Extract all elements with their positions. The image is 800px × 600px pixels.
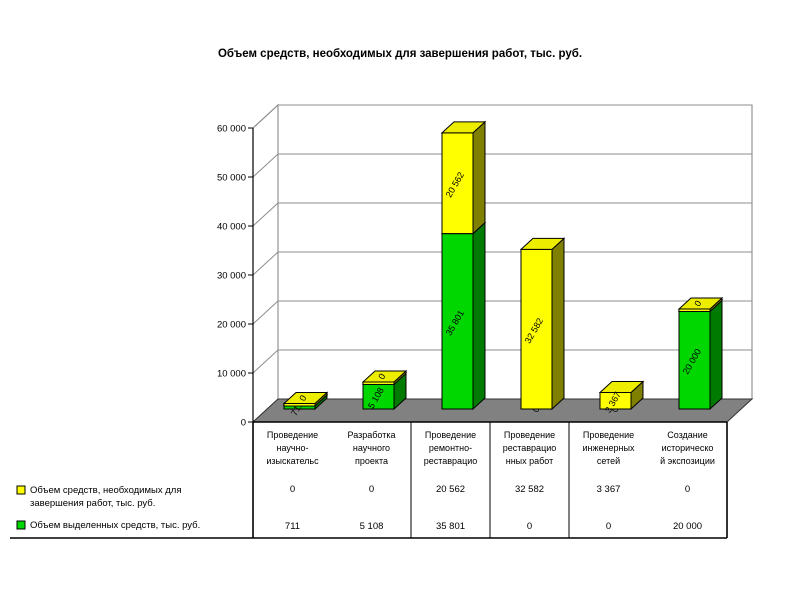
bar-segment-front — [520, 248, 553, 410]
table-cell-required: 32 582 — [515, 484, 544, 495]
chart-title: Объем средств, необходимых для завершени… — [217, 48, 583, 60]
table-cell-required: 3 367 — [597, 484, 621, 495]
bar-value-label: 0 — [297, 393, 308, 402]
bar-segment-top — [440, 121, 487, 134]
bar-segment-front — [678, 310, 711, 410]
legend-key-required-icon — [16, 485, 26, 495]
bar-cap-top — [361, 370, 408, 383]
legend-label-required-line1: Объем средств, необходимых для — [30, 485, 181, 496]
table-cell-allocated: 0 — [527, 521, 532, 532]
category-label: научно- — [276, 443, 308, 453]
category-label: й экспозиции — [660, 456, 715, 466]
bar-segment-top — [598, 381, 645, 394]
table-cell-allocated: 711 — [285, 521, 300, 532]
category-label: научного — [353, 443, 390, 453]
y-axis-tick-label: 0 — [241, 418, 246, 429]
category-label: Создание — [667, 430, 708, 440]
legend-label-required-line2: завершения работ, тыс. руб. — [30, 498, 155, 509]
y-axis-tick-label: 50 000 — [217, 173, 246, 184]
legend-key-allocated-icon — [16, 520, 26, 530]
category-label: историческо — [662, 443, 714, 453]
bar-cap-top — [282, 392, 329, 405]
bar-value-label: 0 — [692, 299, 703, 308]
gridline-wall — [252, 251, 279, 276]
legend-label-allocated: Объем выделенных средств, тыс. руб. — [30, 520, 200, 531]
category-label: проекта — [355, 456, 388, 466]
gridline-wall — [252, 153, 279, 178]
bar-segment-side — [472, 221, 486, 411]
bar-segment-front — [362, 383, 395, 410]
category-label: нных работ — [506, 456, 554, 466]
bar-segment-side — [472, 120, 486, 235]
category-label: Проведение — [504, 430, 555, 440]
y-axis-tick-label: 20 000 — [217, 320, 246, 331]
bar-segment-front — [441, 233, 474, 410]
table-cell-required: 0 — [685, 484, 690, 495]
gridline-wall — [252, 104, 279, 129]
category-label: Разработка — [348, 430, 396, 440]
table-cell-required: 0 — [290, 484, 295, 495]
y-axis-tick-label: 40 000 — [217, 222, 246, 233]
category-label: Проведение — [425, 430, 476, 440]
y-axis-tick-label: 30 000 — [217, 271, 246, 282]
bar-cap-top — [677, 297, 724, 310]
table-cell-allocated: 35 801 — [436, 521, 465, 532]
bar-segment-side — [551, 237, 565, 411]
category-label: инженерных — [583, 443, 635, 453]
table-cell-allocated: 20 000 — [673, 521, 702, 532]
y-axis-tick-label: 60 000 — [217, 124, 246, 135]
gridline-wall — [252, 300, 279, 325]
gridline-wall — [252, 202, 279, 227]
bar-segment-front — [441, 132, 474, 235]
category-label: Проведение — [267, 430, 318, 440]
bar-segment-top — [519, 237, 566, 250]
y-axis-tick-label: 10 000 — [217, 369, 246, 380]
category-label: реставрацио — [503, 443, 557, 453]
table-cell-allocated: 5 108 — [360, 521, 384, 532]
table-cell-required: 20 562 — [436, 484, 465, 495]
category-label: ремонтно- — [429, 443, 472, 453]
category-label: Проведение — [583, 430, 634, 440]
plot-floor — [251, 398, 754, 423]
table-cell-required: 0 — [369, 484, 374, 495]
category-label: сетей — [597, 456, 620, 466]
table-cell-allocated: 0 — [606, 521, 611, 532]
bar-segment-side — [709, 298, 723, 411]
bar-value-label: 0 — [376, 372, 387, 381]
category-label: изыскательс — [266, 456, 319, 466]
gridline-wall — [252, 349, 279, 374]
category-label: реставрацио — [424, 456, 478, 466]
